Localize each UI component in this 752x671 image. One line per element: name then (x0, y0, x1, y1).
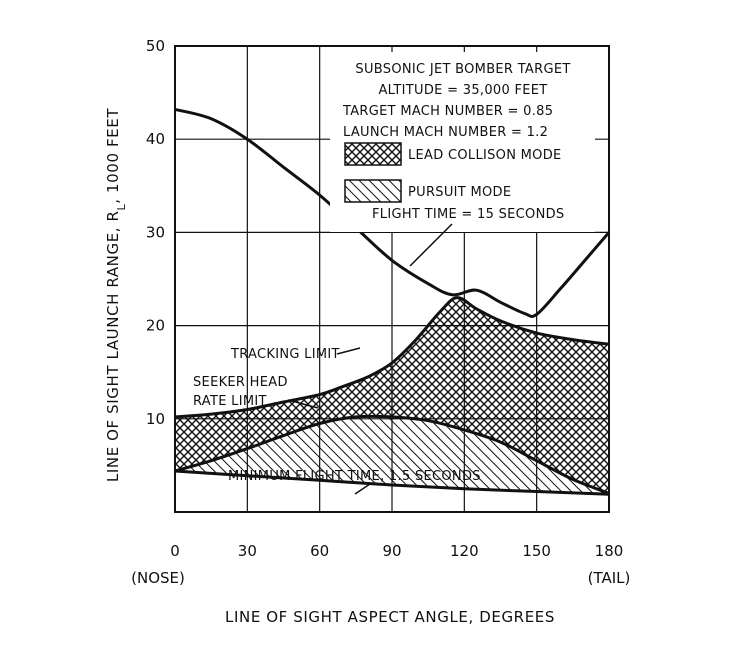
seeker-head-label-line1: SEEKER HEAD (193, 375, 288, 390)
minimum-flight-time-curve (174, 469, 610, 496)
seeker-head-leader (287, 399, 319, 409)
x-tick-label: 150 (522, 542, 551, 560)
legend-label-pursuit: PURSUIT MODE (408, 185, 511, 200)
legend-label-lead-collision: LEAD COLLISON MODE (408, 148, 562, 163)
x-tick-label: 90 (382, 542, 401, 560)
tracking-limit-label: TRACKING LIMIT (230, 347, 340, 362)
target-title: SUBSONIC JET BOMBER TARGET (355, 62, 570, 77)
x-tick-label: 120 (450, 542, 479, 560)
min-flight-time-label: MINIMUM FLIGHT TIME, 1.5 SECONDS (228, 469, 481, 484)
legend: LEAD COLLISON MODE PURSUIT MODE (344, 142, 562, 203)
x-axis-title: LINE OF SIGHT ASPECT ANGLE, DEGREES (225, 608, 555, 626)
seeker-head-rate-limit-curve (174, 414, 610, 495)
legend-swatch-lead-collision (344, 142, 402, 166)
y-tick-label: 40 (146, 130, 165, 148)
plot-frame (174, 45, 610, 513)
y-tick-label: 50 (146, 37, 165, 55)
tracking-limit-curve (174, 296, 610, 419)
x-tick-label: 0 (170, 542, 180, 560)
altitude-note: ALTITUDE = 35,000 FEET (378, 83, 547, 98)
y-tick-label: 30 (146, 223, 165, 241)
y-axis-title-sub: L (115, 203, 128, 210)
y-axis-title-tail: , 1000 FEET (104, 108, 122, 204)
tracking-limit-leader (336, 347, 361, 355)
y-axis-title-main: LINE OF SIGHT LAUNCH RANGE, R (104, 210, 122, 482)
curves (174, 107, 611, 496)
min-flight-time-leader (354, 483, 371, 495)
x-tick-label: 30 (238, 542, 257, 560)
flight-time-label: FLIGHT TIME = 15 SECONDS (372, 207, 564, 222)
x-tick-note-tail: (TAIL) (588, 569, 631, 587)
tick-labels: 0 30 60 90 120 150 180 10 20 30 40 50 (146, 37, 623, 560)
x-tick-note-nose: (NOSE) (131, 569, 185, 587)
y-tick-label: 20 (146, 317, 165, 335)
x-tick-label: 60 (310, 542, 329, 560)
x-tick-label: 180 (595, 542, 624, 560)
target-mach-note: TARGET MACH NUMBER = 0.85 (342, 104, 553, 119)
y-axis-title: LINE OF SIGHT LAUNCH RANGE, RL, 1000 FEE… (104, 108, 128, 482)
y-tick-label: 10 (146, 410, 165, 428)
legend-swatch-pursuit (344, 179, 402, 203)
flight-time-curve (174, 107, 611, 318)
launch-mach-note: LAUNCH MACH NUMBER = 1.2 (343, 125, 548, 140)
title-block-background (330, 52, 595, 232)
flight-time-leader (409, 223, 453, 267)
seeker-head-label-line2: RATE LIMIT (193, 394, 267, 409)
